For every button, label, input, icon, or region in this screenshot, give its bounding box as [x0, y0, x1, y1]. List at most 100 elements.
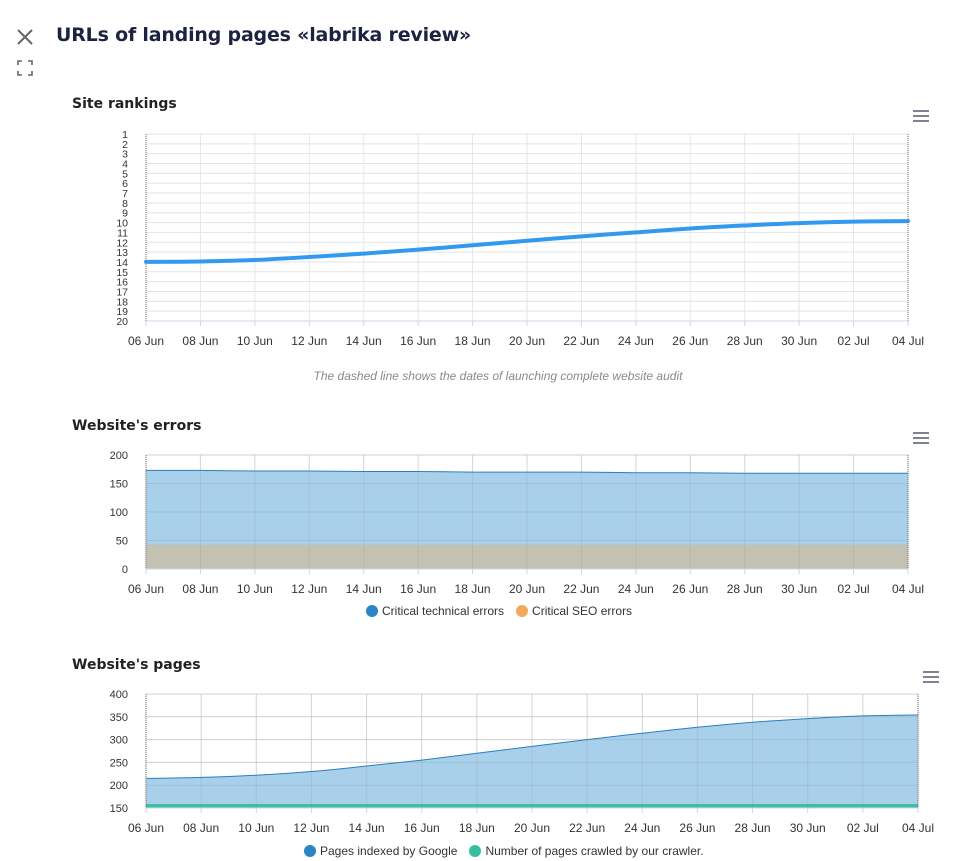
- y-tick-label: 150: [110, 479, 128, 491]
- page-title: URLs of landing pages «labrika review»: [56, 24, 472, 46]
- x-tick-label: 14 Jun: [349, 821, 385, 835]
- chart-2: 06 Jun 08 Jun 10 Jun 12 Jun 14 Jun 16 Jun 18 J…: [110, 689, 934, 835]
- y-tick-label: 200: [110, 450, 128, 462]
- x-tick-label: 26 Jun: [672, 582, 708, 596]
- x-tick-label: 30 Jun: [790, 821, 826, 835]
- x-tick-label: 18 Jun: [455, 582, 491, 596]
- y-tick-label: 15: [116, 267, 128, 279]
- errors-chart-menu-icon[interactable]: [912, 431, 930, 445]
- y-tick-label: 250: [110, 757, 128, 769]
- x-tick-label: 20 Jun: [509, 582, 545, 596]
- x-tick-label: 16 Jun: [404, 821, 440, 835]
- x-tick-label: 24 Jun: [618, 334, 654, 348]
- x-tick-label: 12 Jun: [291, 334, 327, 348]
- x-tick-label: 24 Jun: [624, 821, 660, 835]
- y-tick-label: 20: [116, 316, 128, 328]
- legend-marker-crawler: [469, 845, 482, 857]
- legend-item-pages-indexed-by-google[interactable]: Pages indexed by Google: [304, 844, 457, 858]
- x-tick-label: 14 Jun: [346, 334, 382, 348]
- x-tick-label: 20 Jun: [514, 821, 550, 835]
- expand-icon[interactable]: [16, 59, 34, 77]
- y-tick-label: 5: [122, 168, 128, 180]
- y-tick-label: 3: [122, 149, 128, 161]
- legend-marker-seo: [516, 605, 529, 617]
- x-tick-label: 10 Jun: [237, 582, 273, 596]
- x-tick-label: 28 Jun: [727, 582, 763, 596]
- x-tick-label: 24 Jun: [618, 582, 654, 596]
- errors-chart-legend: Critical technical errors Critical SEO e…: [366, 604, 632, 618]
- series-line: [144, 219, 910, 264]
- errors-chart-title: Website's errors: [72, 418, 202, 434]
- y-tick-label: 18: [116, 296, 128, 308]
- x-tick-label: 08 Jun: [183, 821, 219, 835]
- chart-1: 06 Jun 08 Jun 10 Jun 12 Jun 14 Jun 16 Jun 18 J…: [110, 450, 924, 596]
- legend-item-critical-seo-errors[interactable]: Critical SEO errors: [516, 604, 632, 618]
- x-tick-label: 22 Jun: [563, 582, 599, 596]
- y-tick-label: 16: [116, 277, 128, 289]
- rankings-chart-title: Site rankings: [72, 96, 177, 112]
- pages-chart-menu-icon[interactable]: [922, 670, 940, 684]
- chart-0: 06 Jun 08 Jun 10 Jun 12 Jun 14 Jun 16 Jun 18 J…: [116, 129, 924, 348]
- legend-marker-tech: [366, 605, 378, 617]
- x-tick-label: 30 Jun: [781, 334, 817, 348]
- legend-label: Critical SEO errors: [532, 604, 633, 618]
- y-tick-label: 14: [116, 257, 128, 269]
- x-tick-label: 16 Jun: [400, 582, 436, 596]
- y-tick-label: 300: [110, 735, 128, 747]
- x-tick-label: 20 Jun: [509, 334, 545, 348]
- y-tick-label: 100: [110, 507, 128, 519]
- series-area: [146, 545, 908, 569]
- x-tick-label: 02 Jul: [847, 821, 879, 835]
- y-tick-label: 12: [116, 237, 128, 249]
- x-tick-label: 22 Jun: [569, 821, 605, 835]
- y-tick-label: 200: [110, 780, 128, 792]
- y-tick-label: 10: [116, 218, 128, 230]
- series-area: [146, 715, 918, 808]
- x-tick-label: 18 Jun: [459, 821, 495, 835]
- x-tick-label: 16 Jun: [400, 334, 436, 348]
- y-tick-label: 4: [122, 159, 128, 171]
- legend-label: Pages indexed by Google: [320, 844, 458, 858]
- x-tick-label: 12 Jun: [291, 582, 327, 596]
- x-tick-label: 04 Jul: [892, 334, 924, 348]
- series-line: [145, 469, 908, 474]
- series-area: [146, 470, 908, 569]
- rankings-chart-note: The dashed line shows the dates of launc…: [313, 369, 683, 383]
- legend-item-critical-technical-errors[interactable]: Critical technical errors: [366, 604, 504, 618]
- series-line: [145, 714, 919, 779]
- x-tick-label: 04 Jul: [902, 821, 934, 835]
- y-tick-label: 8: [122, 198, 128, 210]
- y-tick-label: 11: [117, 227, 128, 239]
- legend-label: Critical technical errors: [382, 604, 505, 618]
- y-tick-label: 19: [116, 306, 128, 318]
- y-tick-label: 17: [116, 286, 128, 298]
- y-tick-label: 7: [122, 188, 128, 200]
- pages-chart-legend: Pages indexed by Google Number of pages …: [304, 844, 704, 858]
- x-tick-label: 02 Jul: [838, 334, 870, 348]
- x-tick-label: 06 Jun: [128, 821, 164, 835]
- y-tick-label: 150: [110, 803, 128, 815]
- x-tick-label: 10 Jun: [238, 821, 274, 835]
- x-tick-label: 22 Jun: [563, 334, 599, 348]
- y-tick-label: 6: [122, 178, 128, 190]
- close-icon[interactable]: [14, 26, 36, 48]
- x-tick-label: 28 Jun: [735, 821, 771, 835]
- y-tick-label: 2: [122, 139, 128, 151]
- x-tick-label: 02 Jul: [838, 582, 870, 596]
- x-tick-label: 08 Jun: [182, 334, 218, 348]
- x-tick-label: 12 Jun: [293, 821, 329, 835]
- legend-item-pages-crawled[interactable]: Number of pages crawled by our crawler.: [469, 844, 704, 858]
- y-tick-label: 1: [122, 129, 128, 141]
- x-tick-label: 14 Jun: [346, 582, 382, 596]
- rankings-chart-menu-icon[interactable]: [912, 109, 930, 123]
- x-tick-label: 06 Jun: [128, 334, 164, 348]
- legend-marker-google: [304, 845, 316, 857]
- pages-chart-title: Website's pages: [72, 657, 201, 673]
- y-tick-label: 13: [116, 247, 128, 259]
- x-tick-label: 08 Jun: [182, 582, 218, 596]
- y-tick-label: 400: [110, 689, 128, 701]
- x-tick-label: 04 Jul: [892, 582, 924, 596]
- x-tick-label: 10 Jun: [237, 334, 273, 348]
- x-tick-label: 28 Jun: [727, 334, 763, 348]
